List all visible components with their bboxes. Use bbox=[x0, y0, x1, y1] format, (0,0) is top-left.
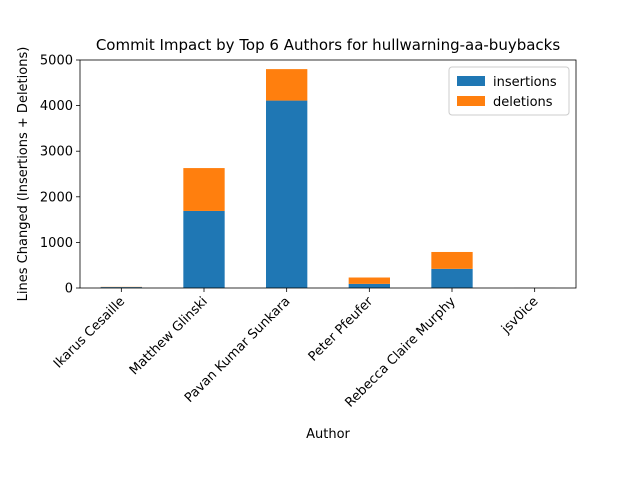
bar-deletions-3 bbox=[348, 277, 390, 284]
y-tick-label-4: 4000 bbox=[40, 99, 73, 114]
bar-deletions-4 bbox=[431, 251, 473, 269]
y-axis-label: Lines Changed (Insertions + Deletions) bbox=[16, 47, 31, 302]
y-tick-label-2: 2000 bbox=[40, 190, 73, 205]
y-tick-label-5: 5000 bbox=[40, 54, 73, 69]
legend: insertions deletions bbox=[448, 66, 570, 116]
plot-frame bbox=[79, 59, 577, 289]
bar-insertions-2 bbox=[266, 100, 308, 288]
x-tick-label-3: Peter Pfeufer bbox=[306, 294, 377, 365]
bar-insertions-3 bbox=[348, 283, 390, 288]
bar-insertions-0 bbox=[100, 287, 142, 288]
legend-label-insertions: insertions bbox=[493, 75, 557, 90]
x-tick-label-0: Ikarus Cesaille bbox=[51, 294, 128, 371]
y-tick-label-1: 1000 bbox=[40, 236, 73, 251]
bar-insertions-4 bbox=[431, 268, 473, 288]
legend-label-deletions: deletions bbox=[493, 95, 553, 110]
bar-insertions-1 bbox=[183, 210, 225, 288]
legend-swatch-deletions bbox=[457, 96, 485, 106]
x-tick-label-5: jsv0ice bbox=[498, 294, 541, 337]
bar-deletions-2 bbox=[266, 69, 308, 101]
x-tick-label-1: Matthew Glinski bbox=[127, 294, 211, 378]
legend-swatch-insertions bbox=[457, 76, 485, 86]
chart-title: Commit Impact by Top 6 Authors for hullw… bbox=[96, 36, 561, 54]
y-tick-label-3: 3000 bbox=[40, 145, 73, 160]
bar-deletions-1 bbox=[183, 168, 225, 211]
y-tick-label-0: 0 bbox=[65, 282, 73, 297]
x-axis-label: Author bbox=[306, 427, 350, 442]
